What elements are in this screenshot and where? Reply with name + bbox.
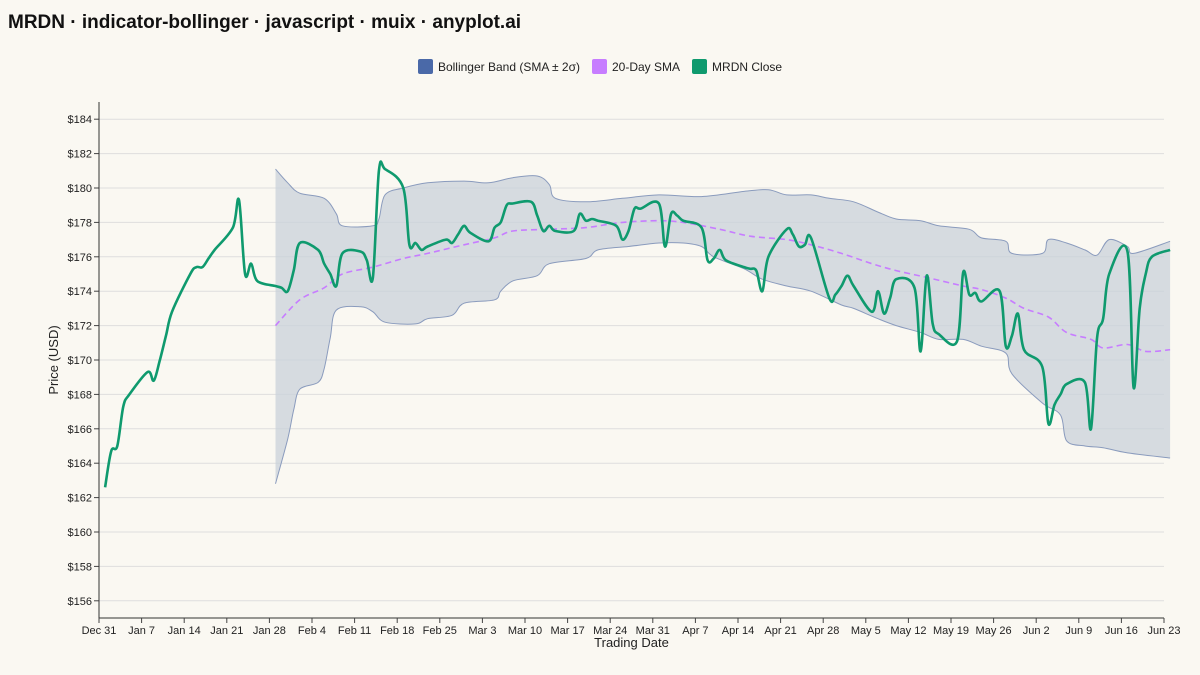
chart-title: MRDN · indicator-bollinger · javascript …: [8, 12, 522, 33]
band-lower-line: [275, 242, 1171, 484]
close-line: [103, 160, 1171, 488]
axes: $156 $158 $160 $162 $164 $166 $168 $170 $172 $174…: [68, 102, 1181, 637]
x-tick-label: Jan 28: [253, 625, 286, 637]
y-tick-label: $158: [68, 561, 92, 573]
band-upper-line: [275, 168, 1171, 256]
legend-item-sma[interactable]: 20-Day SMA: [592, 59, 680, 74]
x-tick-label: Jun 9: [1065, 625, 1092, 637]
series-lines: [103, 160, 1171, 488]
x-tick-label: Jan 7: [128, 625, 155, 637]
bollinger-band: [275, 168, 1171, 484]
grid-lines: [99, 118, 1164, 602]
x-tick-label: Feb 25: [423, 625, 457, 637]
x-tick-label: Apr 7: [682, 625, 708, 637]
x-tick-label: Mar 17: [550, 625, 584, 637]
y-tick-label: $160: [68, 527, 92, 539]
y-tick-label: $182: [68, 149, 92, 161]
x-tick-label: Feb 18: [380, 625, 414, 637]
legend-item-band[interactable]: Bollinger Band (SMA ± 2σ): [417, 59, 580, 74]
legend-label-band: Bollinger Band (SMA ± 2σ): [437, 59, 580, 74]
x-tick-label: Apr 21: [764, 625, 796, 637]
legend-swatch-band: [417, 59, 433, 74]
x-tick-label: Feb 11: [338, 625, 371, 637]
x-tick-label: Apr 14: [722, 625, 754, 637]
y-tick-label: $180: [68, 183, 92, 195]
legend-item-close[interactable]: MRDN Close: [692, 59, 782, 74]
legend-label-close: MRDN Close: [712, 59, 783, 74]
legend-label-sma: 20-Day SMA: [612, 59, 681, 74]
x-tick-label: Apr 28: [807, 625, 839, 637]
x-tick-label: Dec 31: [82, 625, 117, 637]
y-tick-label: $176: [68, 252, 92, 264]
y-tick-label: $168: [68, 389, 92, 401]
y-tick-label: $184: [68, 114, 92, 126]
x-tick-label: Jun 2: [1023, 625, 1050, 637]
x-tick-label: May 12: [890, 625, 926, 637]
y-tick-label: $164: [68, 458, 92, 470]
y-tick-label: $178: [68, 217, 92, 229]
x-tick-label: Mar 24: [593, 625, 627, 637]
y-tick-label: $162: [68, 493, 92, 505]
x-axis-label: Trading Date: [594, 635, 669, 650]
x-tick-label: Mar 3: [468, 625, 496, 637]
x-tick-label: May 5: [851, 625, 881, 637]
y-tick-label: $172: [68, 321, 92, 333]
x-tick-label: Jan 14: [168, 625, 201, 637]
y-tick-label: $156: [68, 596, 92, 608]
y-axis-label: Price (USD): [46, 325, 61, 394]
legend-swatch-sma: [592, 59, 607, 74]
x-tick-label: Jun 16: [1105, 625, 1138, 637]
x-tick-label: Feb 4: [298, 625, 326, 637]
legend: Bollinger Band (SMA ± 2σ) 20-Day SMA MRD…: [0, 59, 1200, 74]
y-tick-label: $170: [68, 355, 92, 367]
x-tick-label: Jan 21: [210, 625, 243, 637]
band-fill: [275, 169, 1171, 484]
y-tick-label: $166: [68, 424, 92, 436]
legend-swatch-close: [692, 59, 708, 74]
x-tick-label: Mar 31: [636, 625, 670, 637]
x-tick-label: May 26: [976, 625, 1012, 637]
sma-line: [274, 219, 1171, 353]
x-tick-label: Jun 23: [1147, 625, 1180, 637]
y-tick-label: $174: [68, 286, 92, 298]
x-tick-label: Mar 10: [508, 625, 542, 637]
x-tick-label: May 19: [933, 625, 969, 637]
